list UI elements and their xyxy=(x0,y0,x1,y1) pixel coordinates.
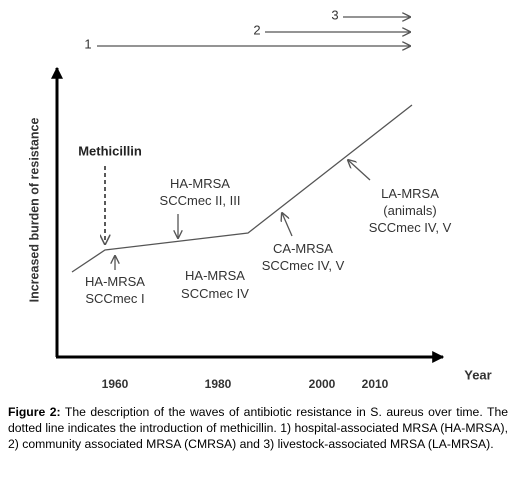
x-tick-label: 2010 xyxy=(362,377,389,391)
wave-number: 3 xyxy=(331,7,338,22)
wave-number: 2 xyxy=(253,22,260,37)
x-axis-label: Year xyxy=(464,367,491,382)
wave-number: 1 xyxy=(84,36,91,51)
resistance-curve xyxy=(71,104,413,273)
annotation-arrow xyxy=(282,213,293,237)
y-axis-label: Increased burden of resistance xyxy=(27,118,41,303)
caption: Figure 2: The description of the waves o… xyxy=(8,404,508,452)
annotation: HA-MRSA SCCmec I xyxy=(85,274,145,306)
x-tick-label: 1960 xyxy=(102,377,129,391)
annotation: LA-MRSA (animals) SCCmec IV, V xyxy=(369,186,452,235)
annotation: HA-MRSA SCCmec II, III xyxy=(160,176,241,208)
annotation-arrow xyxy=(348,160,371,181)
annotation: HA-MRSA SCCmec IV xyxy=(181,268,249,301)
caption-label: Figure 2: xyxy=(8,405,61,419)
annotation: CA-MRSA SCCmec IV, V xyxy=(262,241,345,273)
x-tick-label: 1980 xyxy=(205,377,232,391)
methicillin-label: Methicillin xyxy=(78,143,142,158)
x-tick-label: 2000 xyxy=(309,377,336,391)
figure: 1 2 3 Increased burden of resistance Yea… xyxy=(27,7,491,391)
caption-text: The description of the waves of antibiot… xyxy=(8,405,509,451)
